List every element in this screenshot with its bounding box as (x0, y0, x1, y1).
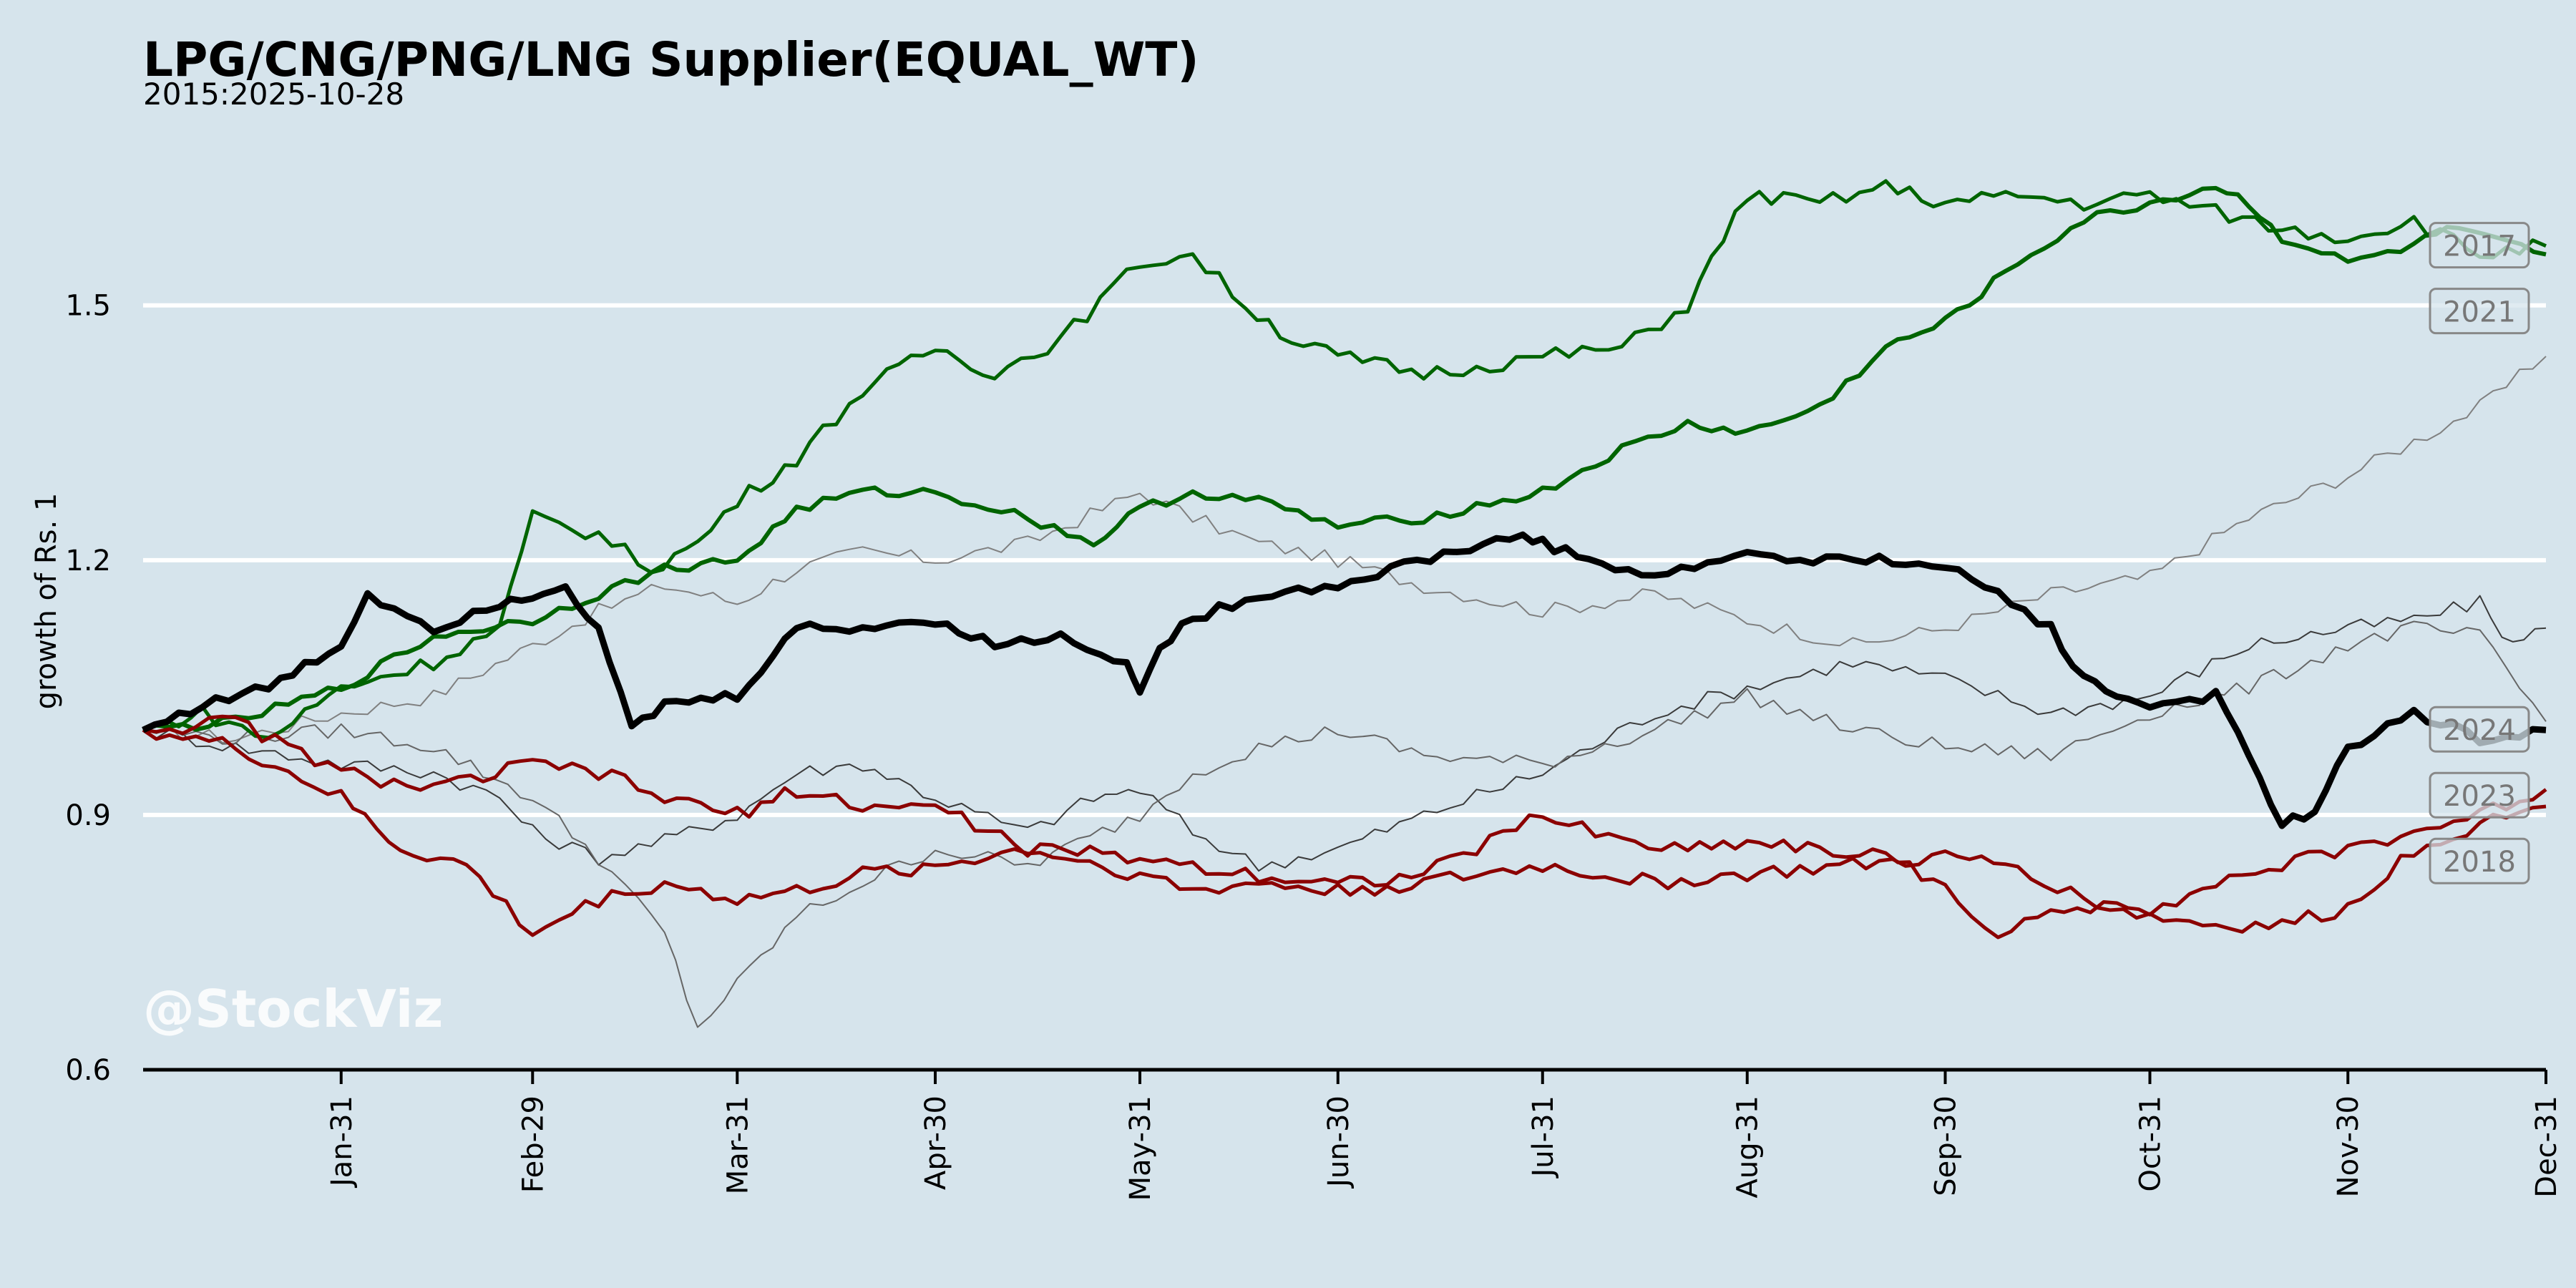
x-tick-label: May-31 (1124, 1096, 1157, 1201)
series-line-2 (142, 620, 2547, 1028)
y-tick-labels: 0.6 0.9 1.2 1.5 (65, 290, 111, 1087)
y-tick-label: 0.6 (65, 1054, 111, 1087)
x-tick-label: Sep-30 (1930, 1096, 1963, 1196)
year-label-text: 2024 (2443, 714, 2516, 747)
y-tick-label: 0.9 (65, 799, 111, 832)
year-label-2023: 2023 (2429, 771, 2530, 819)
series-line-5 (142, 728, 2547, 937)
year-label-2018: 2018 (2429, 837, 2530, 884)
chart-title: LPG/CNG/PNG/LNG Supplier(EQUAL_WT) (143, 32, 1199, 87)
series-line-7 (142, 531, 2547, 829)
series-line-3 (142, 179, 2547, 740)
year-label-2021: 2021 (2429, 288, 2530, 335)
y-tick-label: 1.5 (65, 290, 111, 323)
watermark: @StockViz (143, 979, 443, 1039)
year-label-text: 2017 (2443, 230, 2516, 263)
series-lines (142, 179, 2547, 1028)
series-line-4 (142, 185, 2547, 733)
x-axis: Jan-31 Feb-29 Mar-31 Apr-30 May-31 Jun-30 Jul-… (143, 1068, 2563, 1201)
y-axis-label: growth of Rs. 1 (30, 493, 63, 710)
year-label-text: 2023 (2443, 780, 2516, 813)
year-label-text: 2021 (2443, 296, 2516, 329)
year-label-2024: 2024 (2429, 706, 2530, 753)
chart-subtitle: 2015:2025-10-28 (143, 77, 404, 112)
x-tick-label: Oct-31 (2134, 1096, 2167, 1192)
gridlines (143, 303, 2546, 817)
series-line-1 (142, 595, 2547, 872)
year-label-2017: 2017 (2429, 222, 2530, 269)
x-tick-label: Apr-30 (919, 1096, 952, 1190)
series-line-0 (142, 356, 2547, 744)
y-tick-label: 1.2 (65, 545, 111, 577)
series-year-labels: 2017 2021 2018 2023 2024 (2429, 222, 2530, 884)
x-tick-label: Dec-31 (2530, 1096, 2563, 1198)
x-tick-label: Jun-30 (1322, 1096, 1355, 1189)
x-tick-label: Jul-31 (1527, 1096, 1560, 1179)
x-tick-label: Mar-31 (721, 1096, 754, 1194)
x-tick-label: Nov-30 (2332, 1096, 2365, 1197)
x-tick-label: Feb-29 (517, 1096, 550, 1193)
series-line-6 (142, 714, 2547, 940)
x-tick-label: Jan-31 (326, 1096, 358, 1189)
x-tick-label: Aug-31 (1732, 1096, 1765, 1198)
year-label-text: 2018 (2443, 846, 2516, 879)
